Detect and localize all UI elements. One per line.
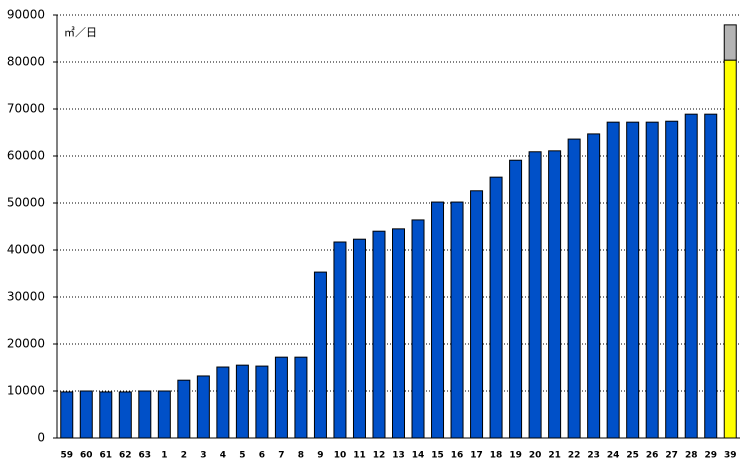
- bar: [684, 113, 698, 439]
- y-tick-label: 20000: [7, 337, 45, 351]
- y-tick-label: 90000: [7, 8, 45, 22]
- bar: [411, 219, 425, 439]
- bar: [528, 151, 542, 439]
- bar: [372, 230, 386, 439]
- bar: [489, 176, 503, 439]
- y-tick-label: 60000: [7, 149, 45, 163]
- x-tick-label: 29: [704, 451, 717, 461]
- x-tick-label: 18: [490, 451, 503, 461]
- x-tick-label: 6: [259, 451, 265, 461]
- bar: [157, 390, 171, 439]
- x-tick-label: 12: [373, 451, 386, 461]
- bar: [79, 390, 93, 439]
- x-tick-label: 60: [80, 451, 93, 461]
- x-tick-label: 3: [200, 451, 206, 461]
- x-tick-label: 7: [278, 451, 284, 461]
- x-tick-label: 63: [139, 451, 152, 461]
- x-tick-label: 62: [119, 451, 132, 461]
- x-tick-label: 28: [685, 451, 698, 461]
- bar: [60, 391, 74, 439]
- bar: [723, 59, 737, 439]
- bar: [509, 159, 523, 439]
- x-tick-label: 27: [665, 451, 678, 461]
- x-tick-label: 14: [412, 451, 425, 461]
- y-tick-label: 30000: [7, 290, 45, 304]
- y-tick-label: 50000: [7, 196, 45, 210]
- x-tick-label: 17: [470, 451, 483, 461]
- x-tick-label: 24: [607, 451, 620, 461]
- y-unit-label: ㎥／日: [64, 26, 97, 39]
- bar: [333, 241, 347, 439]
- x-tick-label: 16: [451, 451, 464, 461]
- bar: [118, 391, 132, 439]
- bar: [645, 121, 659, 439]
- bar: [392, 228, 405, 439]
- x-tick-label: 21: [548, 451, 561, 461]
- bar: [450, 201, 464, 439]
- bar: [665, 120, 679, 439]
- x-tick-label: 25: [626, 451, 639, 461]
- x-tick-label: 2: [181, 451, 187, 461]
- x-tick-label: 22: [568, 451, 581, 461]
- x-tick-label: 10: [334, 451, 347, 461]
- bar: [99, 391, 113, 439]
- bar: [567, 138, 581, 439]
- x-tick-label: 59: [60, 451, 73, 461]
- x-tick-label: 26: [646, 451, 659, 461]
- bar: [138, 390, 152, 439]
- y-tick-label: 80000: [7, 55, 45, 69]
- bar: [177, 379, 191, 439]
- bar: [431, 201, 445, 439]
- bar: [704, 113, 718, 439]
- x-tick-label: 8: [298, 451, 304, 461]
- x-tick-label: 4: [220, 451, 226, 461]
- x-tick-label: 39: [724, 451, 737, 461]
- bar: [626, 121, 640, 439]
- bar: [235, 364, 249, 439]
- x-tick-label: 23: [587, 451, 600, 461]
- x-tick-label: 15: [431, 451, 444, 461]
- x-tick-label: 61: [100, 451, 113, 461]
- y-tick-label: 40000: [7, 243, 45, 257]
- x-tick-label: 13: [392, 451, 405, 461]
- bar: [548, 150, 562, 439]
- bar: [216, 366, 230, 439]
- x-tick-label: 1: [161, 451, 167, 461]
- bar: [274, 356, 288, 439]
- bar: [587, 133, 601, 439]
- y-tick-label: 10000: [7, 384, 45, 398]
- y-tick-label: 0: [37, 431, 45, 445]
- x-tick-label: 5: [239, 451, 245, 461]
- bar: [196, 375, 210, 439]
- bar: [723, 24, 737, 61]
- bar: [294, 356, 308, 439]
- x-tick-label: 19: [509, 451, 522, 461]
- bar: [606, 121, 620, 439]
- x-tick-label: 9: [317, 451, 323, 461]
- y-tick-label: 70000: [7, 102, 45, 116]
- x-tick-label: 11: [353, 451, 366, 461]
- bar: [255, 365, 269, 439]
- bar: [470, 190, 484, 439]
- bar: [352, 238, 366, 439]
- bar: [313, 271, 327, 439]
- x-tick-label: 20: [529, 451, 542, 461]
